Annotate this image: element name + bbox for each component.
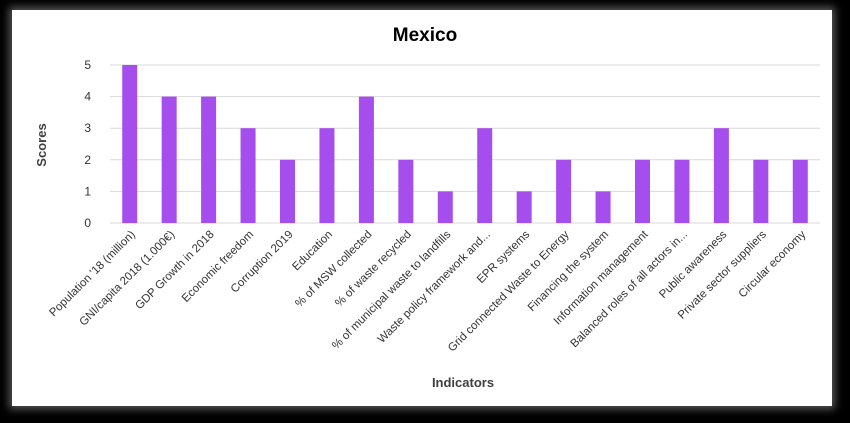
bar — [161, 96, 177, 223]
bar — [556, 159, 572, 223]
bar — [516, 191, 532, 223]
bar — [398, 159, 414, 223]
bar — [713, 128, 729, 223]
y-tick-label: 3 — [84, 121, 91, 135]
bar — [674, 159, 690, 223]
bar — [792, 159, 808, 223]
bar — [319, 128, 335, 223]
category-label: % of MSW collected — [293, 229, 374, 310]
bar — [240, 128, 256, 223]
bar — [437, 191, 453, 223]
category-label: Circular economy — [737, 228, 809, 300]
category-label: GDP Growth in 2018 — [133, 229, 216, 312]
bar — [595, 191, 611, 223]
y-tick-label: 1 — [84, 184, 91, 198]
chart-title: Mexico — [393, 25, 457, 46]
bar-chart: Mexico Scores Indicators 0 1 2 3 4 5 Populati… — [34, 25, 820, 390]
category-label: Public awareness — [657, 228, 729, 300]
category-label: Economic freedom — [180, 229, 256, 305]
bar — [477, 128, 493, 223]
bar — [122, 65, 138, 223]
bar — [753, 159, 769, 223]
y-axis-label: Scores — [34, 123, 49, 166]
y-tick-label: 0 — [84, 216, 91, 230]
chart-frame: Mexico Scores Indicators 0 1 2 3 4 5 Populati… — [12, 10, 832, 406]
y-tick-labels: 0 1 2 3 4 5 — [84, 58, 91, 230]
y-tick-label: 2 — [84, 153, 91, 167]
bar — [280, 159, 295, 223]
bar — [358, 96, 374, 223]
y-tick-label: 5 — [84, 58, 91, 72]
bars — [122, 65, 808, 223]
category-label: % of waste recycled — [333, 229, 414, 310]
bar — [201, 96, 217, 223]
category-labels: Population '18 (million)GNI/capita 2018 … — [47, 228, 808, 354]
x-axis-label: Indicators — [432, 375, 494, 390]
y-tick-label: 4 — [84, 90, 91, 104]
gridlines — [110, 64, 820, 224]
bar — [635, 159, 650, 223]
